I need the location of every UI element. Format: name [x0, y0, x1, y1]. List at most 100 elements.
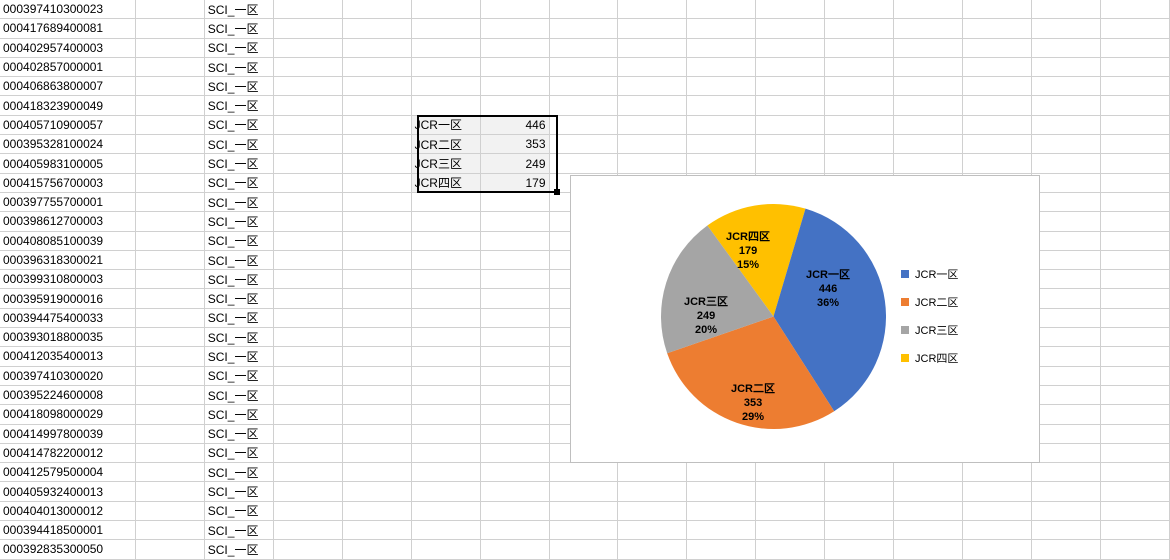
cell[interactable] — [963, 116, 1032, 134]
cell[interactable] — [756, 540, 825, 558]
summary-label-cell[interactable] — [412, 482, 481, 500]
cell[interactable] — [274, 521, 343, 539]
cell[interactable] — [825, 116, 894, 134]
cell[interactable] — [1032, 39, 1101, 57]
cell[interactable] — [136, 463, 205, 481]
cell[interactable] — [136, 212, 205, 230]
summary-value-cell[interactable] — [481, 193, 550, 211]
cell[interactable] — [136, 96, 205, 114]
cell[interactable] — [1032, 367, 1101, 385]
cell[interactable] — [343, 425, 412, 443]
cell[interactable] — [136, 386, 205, 404]
summary-label-cell[interactable] — [412, 386, 481, 404]
cell[interactable] — [343, 232, 412, 250]
cell[interactable] — [756, 482, 825, 500]
cell-sci[interactable]: SCI_一区 — [205, 347, 274, 365]
cell[interactable] — [1101, 309, 1170, 327]
summary-label-cell[interactable] — [412, 405, 481, 423]
cell[interactable] — [274, 0, 343, 18]
cell[interactable] — [343, 270, 412, 288]
cell-id[interactable]: 000392835300050 — [0, 540, 136, 558]
cell[interactable] — [1101, 212, 1170, 230]
cell[interactable] — [756, 58, 825, 76]
cell[interactable] — [274, 193, 343, 211]
cell[interactable] — [1101, 77, 1170, 95]
cell[interactable] — [1101, 251, 1170, 269]
cell[interactable] — [1101, 367, 1170, 385]
cell[interactable] — [1101, 521, 1170, 539]
cell[interactable] — [343, 367, 412, 385]
cell[interactable] — [1101, 270, 1170, 288]
cell-sci[interactable]: SCI_一区 — [205, 39, 274, 57]
cell[interactable] — [550, 463, 619, 481]
cell[interactable] — [687, 77, 756, 95]
summary-label-cell[interactable] — [412, 96, 481, 114]
cell[interactable] — [618, 58, 687, 76]
cell-sci[interactable]: SCI_一区 — [205, 405, 274, 423]
cell[interactable] — [894, 39, 963, 57]
summary-value-cell[interactable] — [481, 270, 550, 288]
cell[interactable] — [274, 270, 343, 288]
cell[interactable] — [343, 502, 412, 520]
cell-id[interactable]: 000398612700003 — [0, 212, 136, 230]
cell[interactable] — [550, 154, 619, 172]
cell[interactable] — [1101, 154, 1170, 172]
cell-sci[interactable]: SCI_一区 — [205, 502, 274, 520]
cell[interactable] — [1032, 154, 1101, 172]
cell[interactable] — [550, 77, 619, 95]
cell[interactable] — [550, 19, 619, 37]
cell[interactable] — [825, 482, 894, 500]
cell[interactable] — [274, 289, 343, 307]
cell[interactable] — [136, 116, 205, 134]
cell[interactable] — [618, 0, 687, 18]
cell[interactable] — [687, 58, 756, 76]
cell[interactable] — [963, 96, 1032, 114]
cell[interactable] — [1032, 116, 1101, 134]
cell[interactable] — [825, 135, 894, 153]
cell[interactable] — [963, 39, 1032, 57]
cell-id[interactable]: 000406863800007 — [0, 77, 136, 95]
cell[interactable] — [343, 289, 412, 307]
summary-value-cell[interactable] — [481, 425, 550, 443]
cell[interactable] — [963, 521, 1032, 539]
cell[interactable] — [1032, 174, 1101, 192]
summary-value-cell[interactable] — [481, 289, 550, 307]
cell[interactable] — [274, 482, 343, 500]
cell[interactable] — [274, 386, 343, 404]
cell[interactable] — [894, 482, 963, 500]
cell[interactable] — [1101, 0, 1170, 18]
summary-label-cell[interactable] — [412, 232, 481, 250]
cell[interactable] — [963, 135, 1032, 153]
cell[interactable] — [1101, 39, 1170, 57]
summary-label-cell[interactable] — [412, 251, 481, 269]
cell[interactable] — [1101, 116, 1170, 134]
cell[interactable] — [1032, 386, 1101, 404]
summary-label-cell[interactable] — [412, 289, 481, 307]
cell-sci[interactable]: SCI_一区 — [205, 212, 274, 230]
cell[interactable] — [618, 77, 687, 95]
cell-sci[interactable]: SCI_一区 — [205, 270, 274, 288]
cell[interactable] — [274, 19, 343, 37]
cell[interactable] — [618, 463, 687, 481]
cell[interactable] — [274, 212, 343, 230]
summary-value-cell[interactable] — [481, 77, 550, 95]
cell[interactable] — [687, 96, 756, 114]
cell[interactable] — [687, 540, 756, 558]
cell-sci[interactable]: SCI_一区 — [205, 58, 274, 76]
cell[interactable] — [825, 19, 894, 37]
cell[interactable] — [343, 251, 412, 269]
summary-label-cell[interactable] — [412, 463, 481, 481]
cell-sci[interactable]: SCI_一区 — [205, 521, 274, 539]
cell[interactable] — [963, 19, 1032, 37]
cell-sci[interactable]: SCI_一区 — [205, 19, 274, 37]
cell[interactable] — [1032, 193, 1101, 211]
cell[interactable] — [136, 425, 205, 443]
cell[interactable] — [1032, 425, 1101, 443]
cell[interactable] — [343, 212, 412, 230]
cell-id[interactable]: 000412579500004 — [0, 463, 136, 481]
cell[interactable] — [1101, 502, 1170, 520]
cell-sci[interactable]: SCI_一区 — [205, 289, 274, 307]
cell[interactable] — [825, 58, 894, 76]
summary-value-cell[interactable]: 353 — [481, 135, 550, 153]
cell[interactable] — [136, 270, 205, 288]
